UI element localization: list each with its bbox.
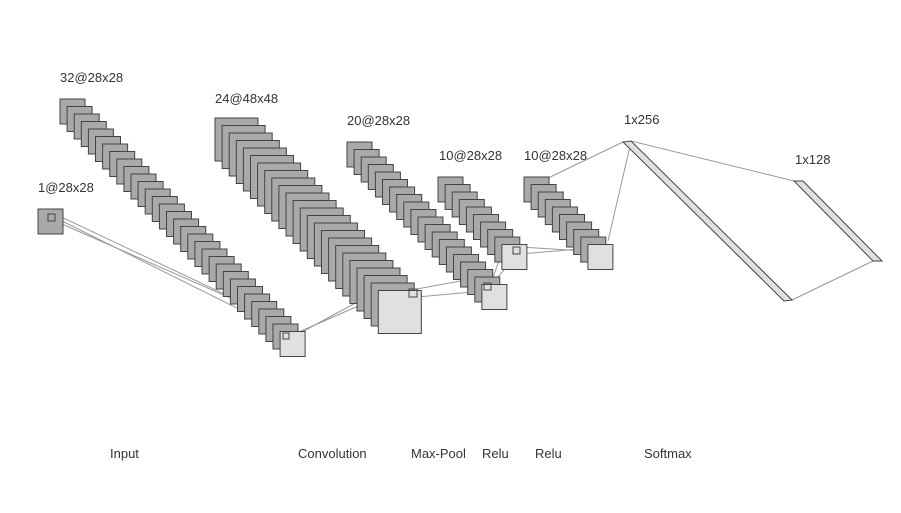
stack-conv1 xyxy=(59,98,306,357)
connection-line xyxy=(630,140,795,182)
label-conv2-size: 24@48x48 xyxy=(215,91,279,106)
label-input-size: 1@28x28 xyxy=(38,180,94,195)
connection-lines xyxy=(47,140,874,340)
conv5-map xyxy=(587,244,614,270)
caption-relu-2: Relu xyxy=(535,446,562,461)
stack-conv5 xyxy=(523,176,614,270)
conv2-map xyxy=(377,290,422,334)
connection-line xyxy=(543,141,624,181)
stack-conv2 xyxy=(214,117,422,334)
caption-max-pool: Max-Pool xyxy=(411,446,466,461)
label-conv4-size: 10@28x28 xyxy=(439,148,503,163)
stack-conv4 xyxy=(437,176,528,270)
conv2-kernel xyxy=(408,288,418,298)
input-kernel xyxy=(47,213,56,222)
dense1-bar xyxy=(621,140,794,302)
conv1-map xyxy=(279,331,306,357)
label-dense2-size: 1x128 xyxy=(795,152,831,167)
kernel-boxes xyxy=(47,213,521,340)
conv4-kernel xyxy=(512,246,521,255)
conv3-kernel xyxy=(483,282,492,291)
label-conv5-size: 10@28x28 xyxy=(524,148,588,163)
stack-conv3 xyxy=(346,141,508,310)
caption-relu-1: Relu xyxy=(482,446,509,461)
conv1-kernel xyxy=(282,332,290,340)
label-conv1-size: 32@28x28 xyxy=(60,70,124,85)
label-dense1-size: 1x256 xyxy=(624,112,660,127)
caption-softmax: Softmax xyxy=(644,446,692,461)
caption-convolution: Convolution xyxy=(298,446,367,461)
conv3-map xyxy=(481,284,508,310)
conv4-map xyxy=(501,244,528,270)
caption-input: Input xyxy=(110,446,139,461)
label-conv3-size: 20@28x28 xyxy=(347,113,411,128)
connection-line xyxy=(607,141,632,242)
connection-line xyxy=(791,260,874,301)
feature-map-stacks xyxy=(37,98,884,357)
dense2-bar xyxy=(792,180,884,262)
